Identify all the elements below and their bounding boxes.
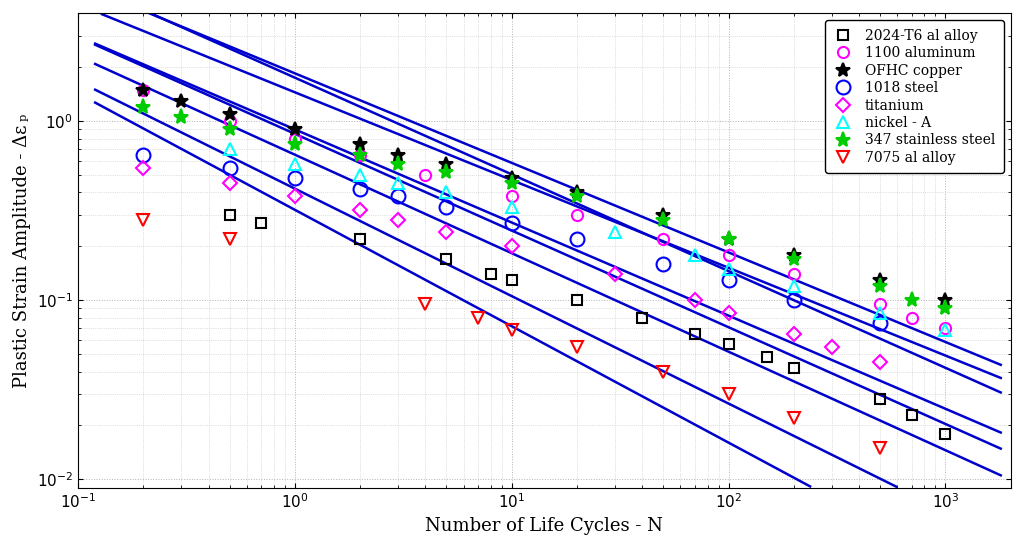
Legend: 2024-T6 al alloy, 1100 aluminum, OFHC copper, 1018 steel, titanium, nickel - A, : 2024-T6 al alloy, 1100 aluminum, OFHC co… bbox=[824, 20, 1004, 173]
Y-axis label: Plastic Strain Amplitude - Δε ₚ: Plastic Strain Amplitude - Δε ₚ bbox=[13, 113, 32, 387]
X-axis label: Number of Life Cycles - N: Number of Life Cycles - N bbox=[425, 517, 664, 535]
